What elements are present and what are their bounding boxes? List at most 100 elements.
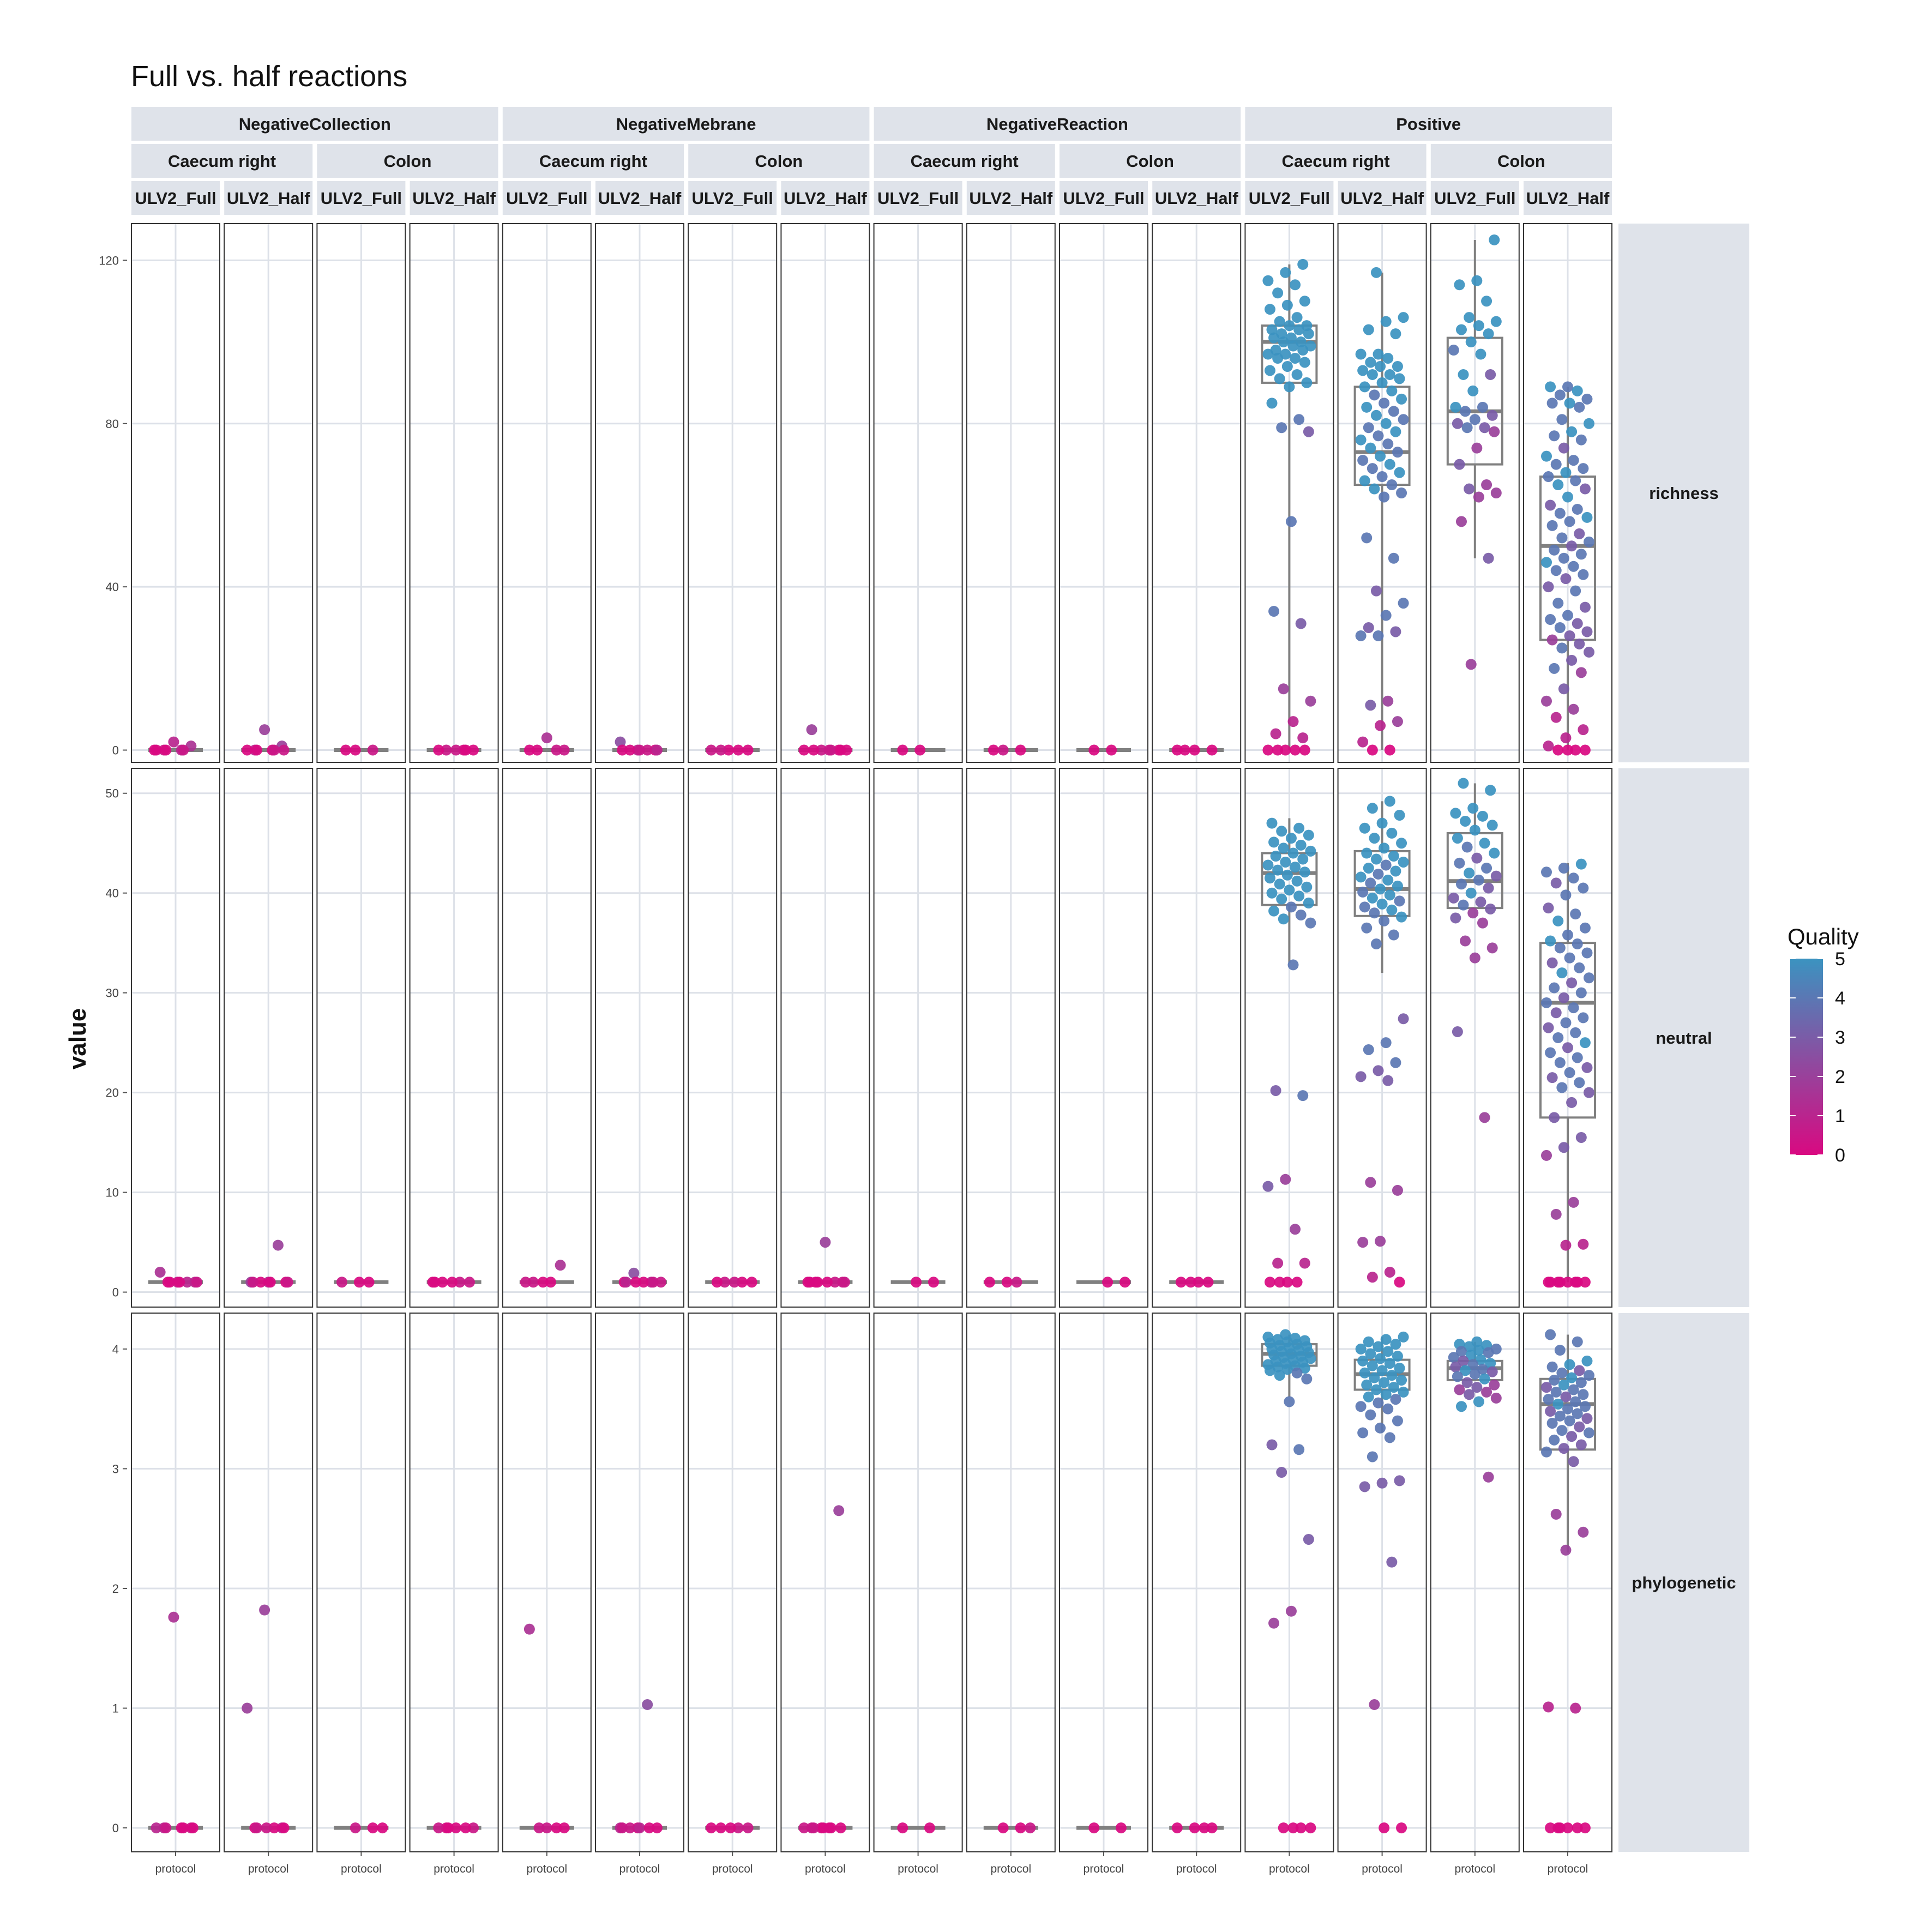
data-point [806, 724, 817, 736]
panel-border [1523, 223, 1612, 763]
data-point [1448, 892, 1459, 904]
data-point [1566, 1431, 1578, 1442]
data-point [1458, 1355, 1469, 1367]
strip-protocol-label: ULV2_Full [1249, 189, 1330, 208]
data-point [1550, 1508, 1562, 1520]
data-point [160, 744, 172, 756]
data-point [1554, 1822, 1566, 1834]
data-point [1299, 744, 1310, 756]
data-point [816, 744, 827, 756]
panel-border [688, 223, 778, 763]
data-point [1479, 838, 1490, 849]
data-point [1572, 618, 1583, 629]
data-point [1545, 935, 1556, 947]
data-point [1305, 845, 1316, 857]
data-point [278, 1822, 290, 1834]
data-point [1268, 606, 1280, 617]
data-point [1301, 881, 1313, 893]
data-point [1554, 1277, 1566, 1288]
data-point [1454, 857, 1465, 869]
y-tick-label: 30 [106, 986, 119, 1000]
data-point [1280, 744, 1291, 756]
data-point [1574, 1421, 1585, 1433]
data-point [1568, 703, 1579, 715]
data-point [1369, 907, 1380, 919]
data-point [630, 1277, 641, 1288]
data-point [1280, 267, 1291, 278]
data-point [1572, 385, 1583, 396]
data-point [1369, 1699, 1380, 1710]
data-point [1373, 868, 1384, 880]
data-point [1546, 398, 1558, 409]
data-point [468, 744, 479, 756]
panel-0-11 [1152, 223, 1242, 763]
data-point [1301, 377, 1313, 388]
data-point [1469, 952, 1480, 964]
data-point [1467, 907, 1479, 919]
data-point [1552, 915, 1564, 926]
data-point [1297, 258, 1309, 270]
data-point [1473, 874, 1484, 886]
data-point [1264, 365, 1275, 376]
data-point [1287, 716, 1299, 727]
data-point [1355, 1401, 1367, 1412]
data-point [1461, 1377, 1473, 1388]
data-point [1554, 1345, 1566, 1356]
data-point [1363, 324, 1374, 335]
data-point [1552, 744, 1564, 756]
data-point [1285, 516, 1297, 527]
data-point [1562, 610, 1573, 621]
legend-tick-label: 0 [1835, 1145, 1845, 1166]
data-point [1467, 385, 1479, 396]
panel-border [1152, 768, 1242, 1308]
data-point [1471, 275, 1483, 286]
data-point [1455, 878, 1467, 890]
data-point [377, 1822, 388, 1834]
strip-row-box [1618, 768, 1749, 1307]
data-point [1570, 744, 1581, 756]
data-point [1467, 1359, 1479, 1370]
data-point [255, 1277, 267, 1288]
data-point [835, 1822, 846, 1834]
data-point [1546, 1072, 1558, 1084]
data-point [1281, 360, 1293, 372]
data-point [1290, 862, 1301, 873]
data-point [268, 1822, 280, 1834]
panel-0-9 [966, 223, 1056, 763]
data-point [725, 1822, 736, 1834]
panel-border [409, 768, 499, 1308]
data-point [1572, 938, 1583, 950]
data-point [1382, 1403, 1394, 1415]
data-point [1272, 353, 1284, 364]
data-point [1396, 911, 1407, 923]
data-point [642, 1699, 653, 1710]
data-point [1477, 917, 1488, 929]
data-point [1546, 634, 1558, 646]
x-tick-label: protocol [712, 1863, 753, 1875]
data-point [1481, 1386, 1492, 1398]
data-point [1291, 1277, 1303, 1288]
data-point [1545, 1406, 1556, 1417]
panel-2-12 [1244, 1313, 1334, 1852]
data-point [1560, 467, 1572, 478]
data-point [1379, 1822, 1390, 1834]
data-point [1486, 1366, 1498, 1377]
data-point [1380, 859, 1392, 871]
strip-protocol-label: ULV2_Full [506, 189, 587, 208]
panel-border [1152, 223, 1242, 763]
data-point [711, 1277, 723, 1288]
data-point [1568, 1456, 1579, 1467]
data-point [1489, 1379, 1500, 1391]
data-point [1574, 1365, 1585, 1376]
data-point [1572, 1336, 1583, 1347]
panel-border [1523, 768, 1612, 1308]
data-point [1554, 942, 1566, 954]
data-point [1388, 851, 1399, 862]
data-point [1560, 732, 1572, 744]
data-point [655, 1277, 666, 1288]
panel-border [780, 768, 870, 1308]
data-point [634, 744, 645, 756]
data-point [1556, 532, 1568, 544]
data-point [1386, 904, 1398, 916]
data-point [251, 744, 262, 756]
